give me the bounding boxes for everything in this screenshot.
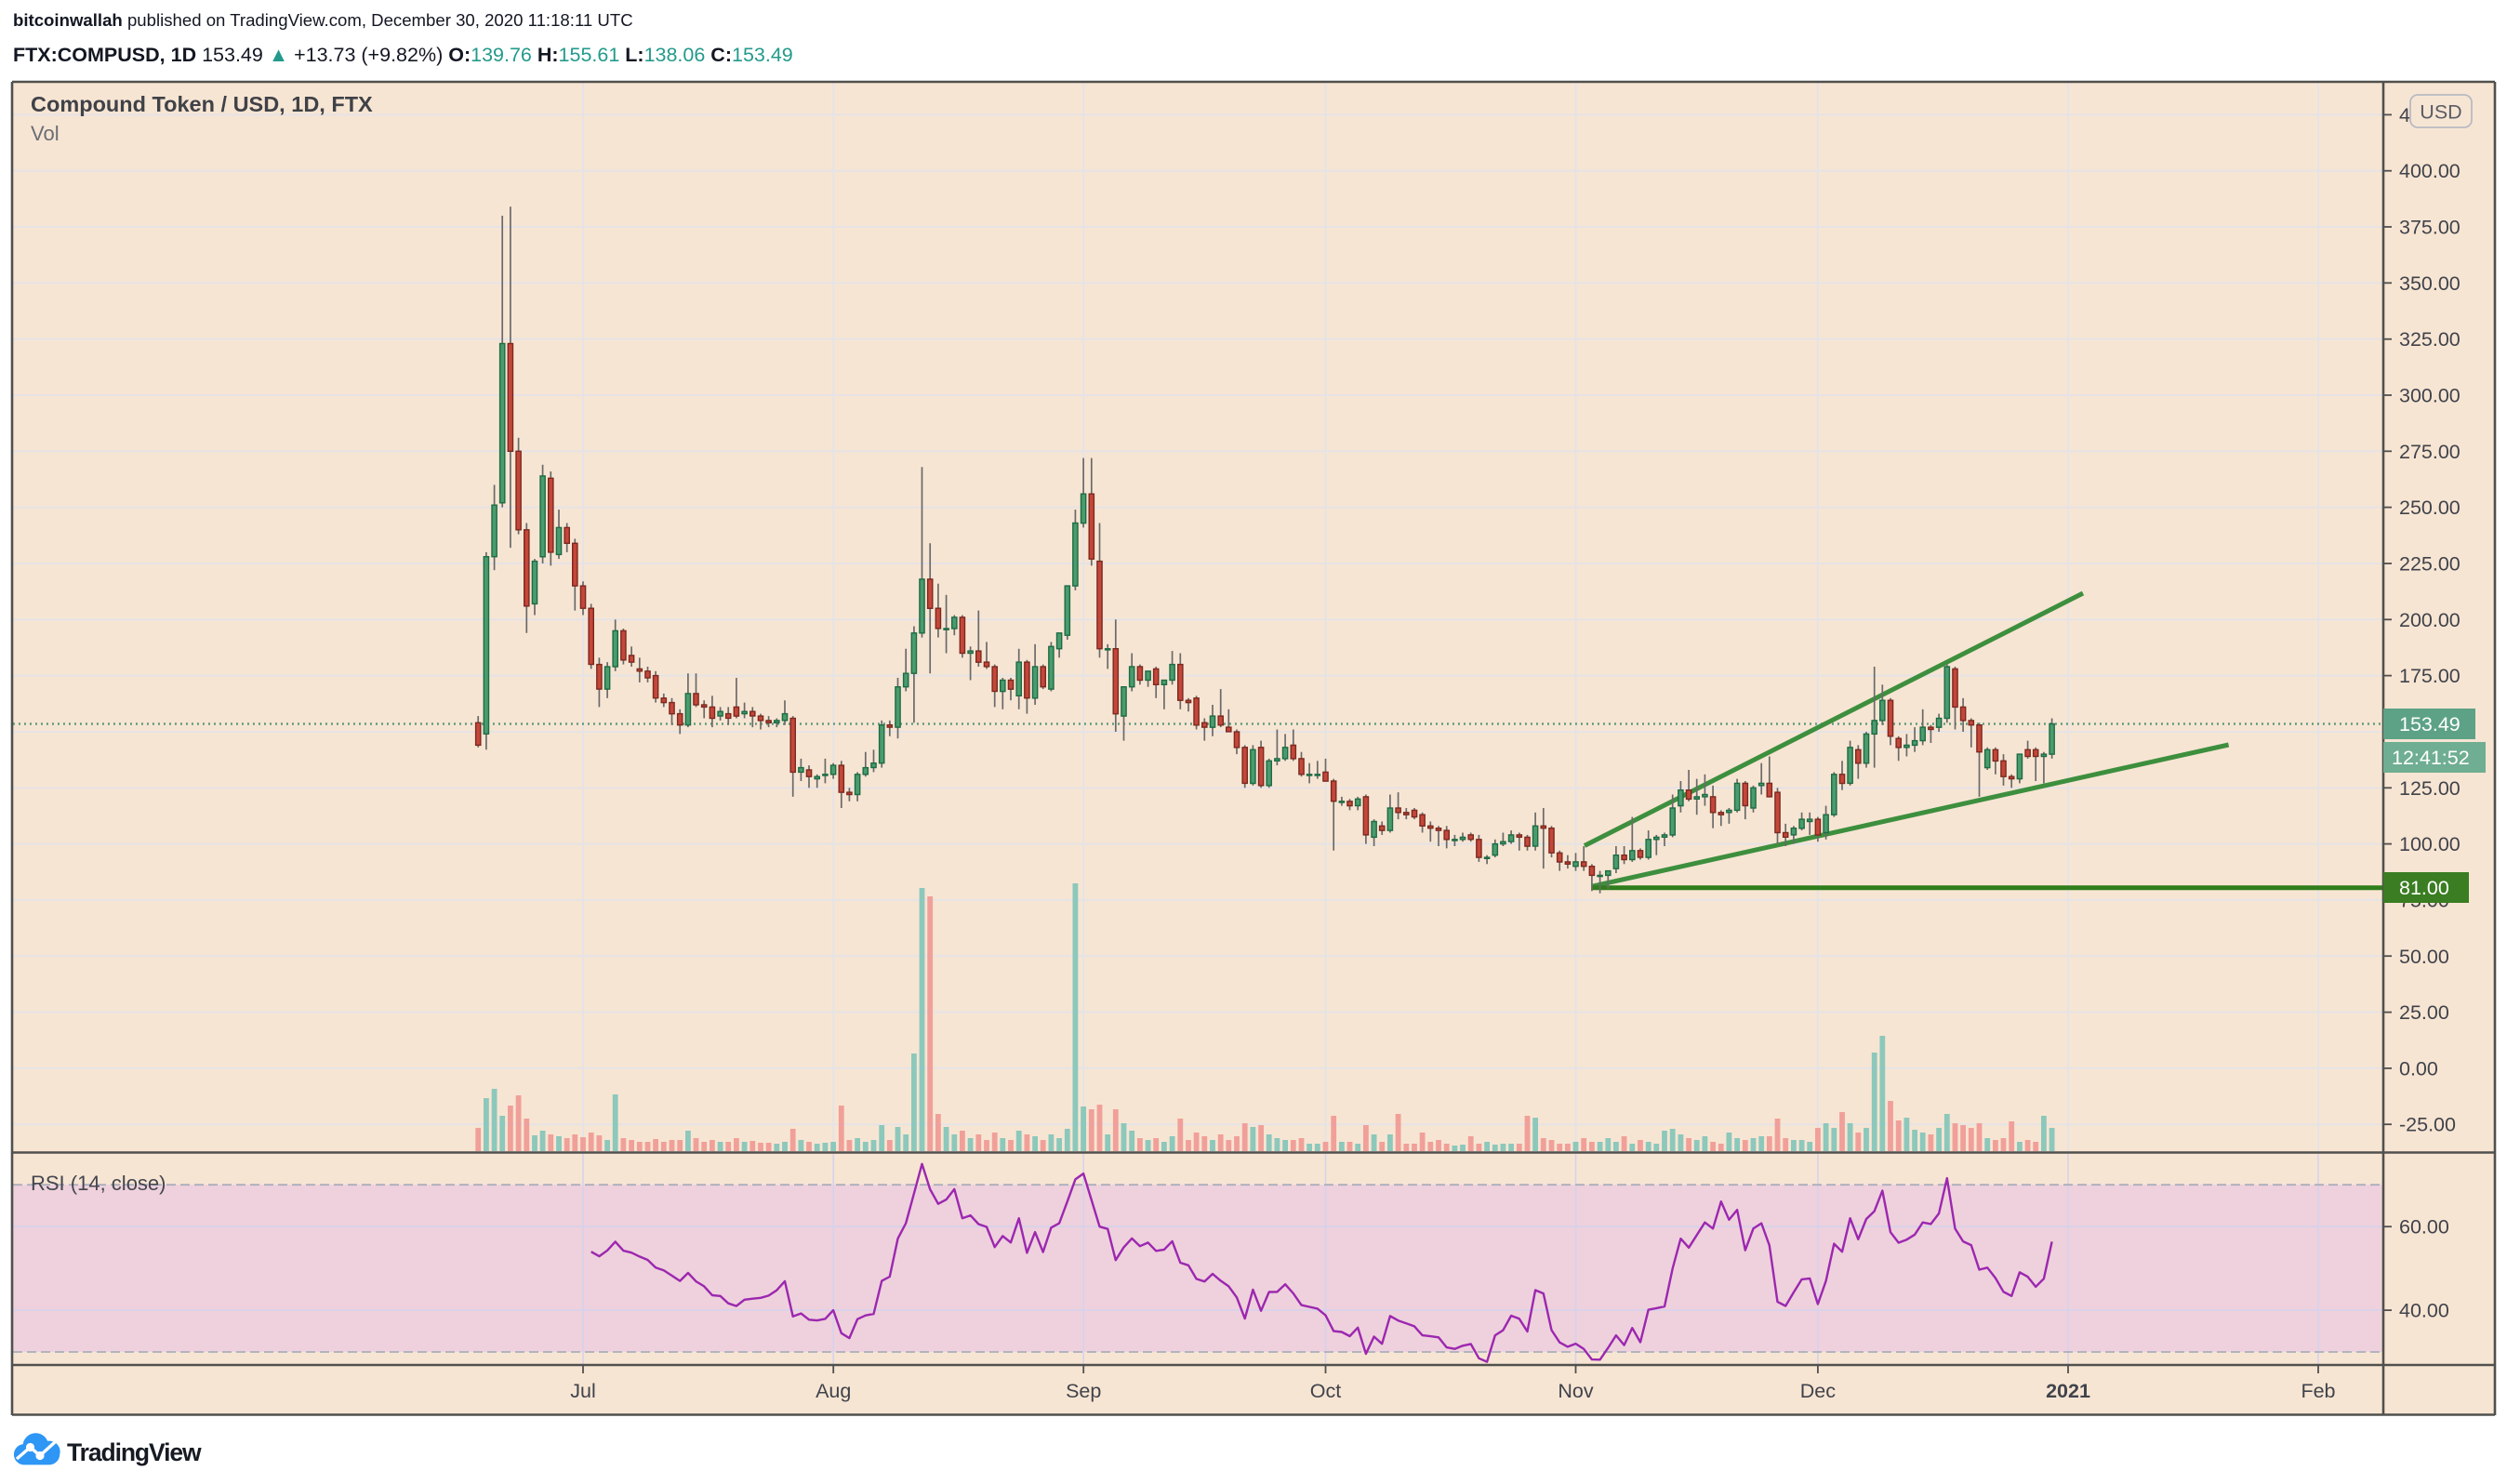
svg-text:40.00: 40.00: [2399, 1300, 2449, 1322]
svg-text:50.00: 50.00: [2399, 946, 2449, 968]
svg-text:100.00: 100.00: [2399, 833, 2461, 855]
svg-text:Oct: Oct: [1310, 1380, 1341, 1402]
svg-text:Aug: Aug: [816, 1380, 851, 1402]
svg-text:25.00: 25.00: [2399, 1001, 2449, 1024]
svg-text:bitcoinwallah published on Tra: bitcoinwallah published on TradingView.c…: [13, 10, 633, 30]
svg-text:Jul: Jul: [570, 1380, 595, 1402]
svg-text:225.00: 225.00: [2399, 553, 2461, 576]
svg-text:RSI (14, close): RSI (14, close): [31, 1172, 166, 1195]
svg-text:Nov: Nov: [1558, 1380, 1593, 1402]
svg-text:325.00: 325.00: [2399, 328, 2461, 351]
svg-text:400.00: 400.00: [2399, 160, 2461, 182]
svg-text:USD: USD: [2420, 101, 2461, 124]
svg-text:FTX:COMPUSD, 1D 153.49 ▲ +13.: FTX:COMPUSD, 1D 153.49 ▲ +13.73 (+9.82%)…: [13, 44, 793, 66]
svg-text:Dec: Dec: [1800, 1380, 1836, 1402]
svg-text:175.00: 175.00: [2399, 665, 2461, 687]
svg-text:350.00: 350.00: [2399, 272, 2461, 295]
svg-text:Vol: Vol: [31, 122, 60, 145]
svg-text:200.00: 200.00: [2399, 609, 2461, 631]
svg-text:81.00: 81.00: [2399, 877, 2449, 899]
svg-text:Sep: Sep: [1066, 1380, 1101, 1402]
svg-text:250.00: 250.00: [2399, 497, 2461, 519]
svg-text:60.00: 60.00: [2399, 1216, 2449, 1239]
svg-text:Compound Token / USD, 1D, FTX: Compound Token / USD, 1D, FTX: [31, 92, 373, 116]
svg-text:375.00: 375.00: [2399, 217, 2461, 239]
svg-text:12:41:52: 12:41:52: [2392, 747, 2470, 769]
svg-text:125.00: 125.00: [2399, 777, 2461, 800]
svg-text:Feb: Feb: [2301, 1380, 2335, 1402]
svg-text:-25.00: -25.00: [2399, 1114, 2456, 1136]
svg-text:0.00: 0.00: [2399, 1057, 2438, 1080]
svg-text:TradingView: TradingView: [67, 1438, 202, 1466]
svg-text:300.00: 300.00: [2399, 385, 2461, 407]
svg-text:2021: 2021: [2046, 1380, 2090, 1402]
svg-text:153.49: 153.49: [2399, 713, 2461, 735]
svg-text:275.00: 275.00: [2399, 441, 2461, 463]
